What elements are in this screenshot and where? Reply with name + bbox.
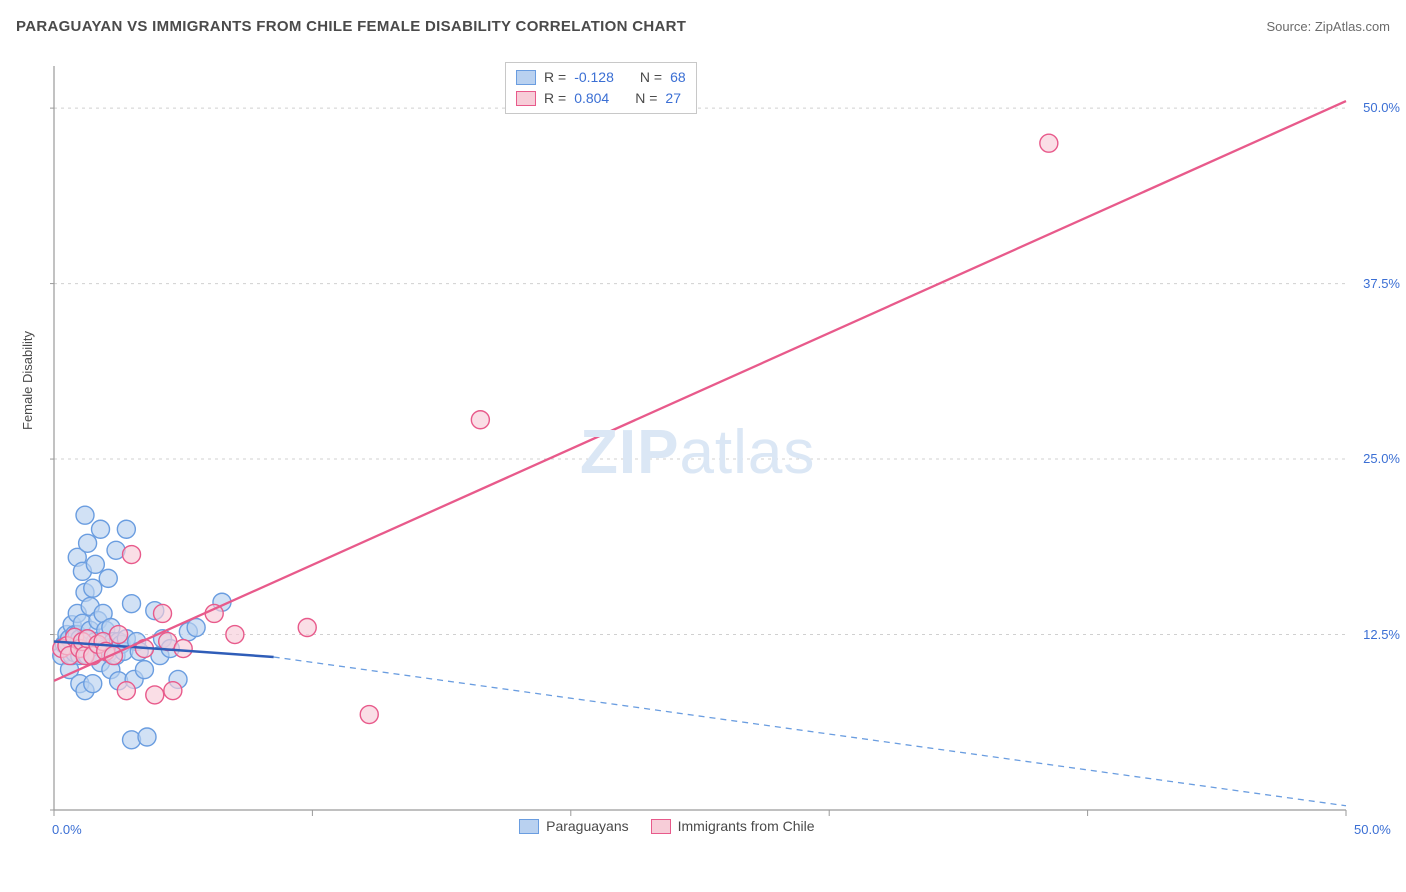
legend-swatch — [519, 819, 539, 834]
y-tick-label: 50.0% — [1354, 100, 1400, 115]
chart-svg — [50, 62, 1350, 830]
chart-header: PARAGUAYAN VS IMMIGRANTS FROM CHILE FEMA… — [16, 18, 1390, 35]
series-legend-label: Paraguayans — [546, 818, 629, 834]
correlation-legend-row: R = 0.804 N = 27 — [516, 88, 686, 109]
chart-plot-area: ZIPatlas R = -0.128 N = 68 R = 0.804 N =… — [50, 62, 1350, 830]
r-value: 0.804 — [574, 88, 609, 109]
legend-swatch — [516, 91, 536, 106]
x-origin-label: 0.0% — [52, 822, 82, 837]
y-tick-label: 25.0% — [1354, 451, 1400, 466]
correlation-legend-row: R = -0.128 N = 68 — [516, 67, 686, 88]
correlation-legend: R = -0.128 N = 68 R = 0.804 N = 27 — [505, 62, 697, 114]
r-label: R = — [544, 67, 566, 88]
series-legend-item: Paraguayans — [519, 818, 629, 834]
r-value: -0.128 — [574, 67, 614, 88]
r-label: R = — [544, 88, 566, 109]
n-value: 27 — [665, 88, 681, 109]
series-legend-item: Immigrants from Chile — [651, 818, 815, 834]
n-value: 68 — [670, 67, 686, 88]
legend-swatch — [651, 819, 671, 834]
y-axis-label: Female Disability — [20, 331, 35, 430]
chart-source: Source: ZipAtlas.com — [1266, 19, 1390, 34]
x-max-label: 50.0% — [1354, 822, 1391, 837]
y-tick-label: 12.5% — [1354, 627, 1400, 642]
n-label: N = — [635, 88, 657, 109]
series-legend-label: Immigrants from Chile — [678, 818, 815, 834]
chart-title: PARAGUAYAN VS IMMIGRANTS FROM CHILE FEMA… — [16, 18, 686, 35]
series-legend: Paraguayans Immigrants from Chile — [519, 818, 814, 834]
n-label: N = — [640, 67, 662, 88]
y-tick-label: 37.5% — [1354, 276, 1400, 291]
legend-swatch — [516, 70, 536, 85]
